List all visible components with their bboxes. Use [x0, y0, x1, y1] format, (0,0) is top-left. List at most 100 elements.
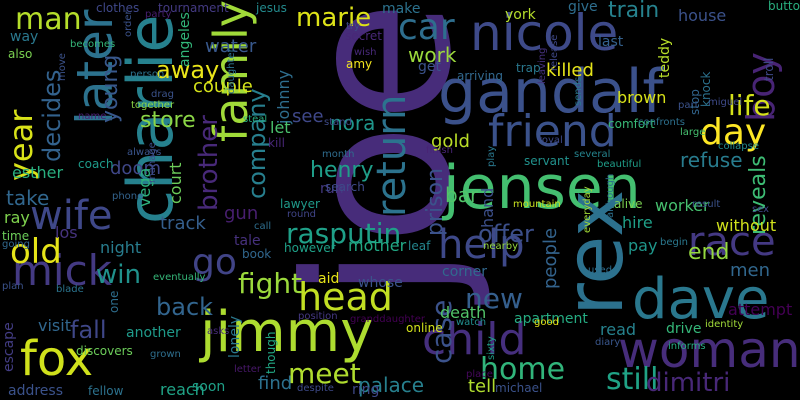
word-move: move: [57, 53, 68, 81]
word-teddy: teddy: [657, 37, 673, 78]
word-jensen: jensen: [443, 153, 641, 223]
word-brown: brown: [617, 88, 667, 107]
word-stand: stand: [324, 117, 352, 128]
word-hire: hire: [622, 213, 653, 232]
word-car: car: [398, 7, 455, 48]
word-knock: knock: [699, 71, 713, 107]
word-large: large: [680, 127, 706, 138]
word-decides: decides: [38, 69, 66, 162]
word-informs: informs: [668, 341, 706, 352]
word-good: good: [534, 317, 559, 328]
word-find: find: [258, 373, 293, 394]
word-back: back: [156, 293, 214, 321]
word-miguel: miguel: [708, 97, 743, 108]
word-finish: finish: [426, 145, 453, 156]
word-nicole: nicole: [470, 4, 619, 62]
word-palace: palace: [358, 373, 425, 397]
word-fellow: fellow: [88, 384, 124, 398]
word-tale: tale: [234, 233, 261, 249]
word-another: another: [126, 325, 181, 341]
word-mick: mick: [12, 246, 112, 295]
word-attempt: attempt: [728, 300, 793, 319]
word-men: men: [730, 260, 771, 281]
word-gandalf: gandalf: [438, 57, 664, 127]
word-coach: coach: [78, 157, 114, 171]
word-trap: trap: [516, 61, 541, 75]
word-despite: despite: [297, 383, 334, 394]
word-los: los: [55, 223, 78, 242]
word-aid: aid: [318, 271, 340, 287]
word-search: search: [325, 180, 365, 194]
word-track: track: [160, 213, 206, 234]
word-worker: worker: [655, 196, 710, 215]
word-going: going: [2, 239, 30, 250]
word-one: one: [107, 290, 121, 313]
word-time: time: [2, 229, 30, 243]
word-watch: watch: [456, 317, 487, 328]
word-sixty: sixty: [486, 336, 497, 360]
word-becomes: becomes: [70, 39, 116, 50]
word-plan: plan: [2, 281, 24, 292]
word-mountain: mountain: [513, 199, 561, 210]
word-though: though: [264, 331, 278, 374]
word-drive: drive: [666, 321, 702, 337]
word-although: although: [605, 173, 616, 218]
word-tell: tell: [468, 376, 497, 397]
word-run: run: [320, 181, 344, 197]
word-jesus: jesus: [256, 1, 287, 15]
word-person: person: [130, 69, 165, 80]
word-asks: asks: [207, 326, 230, 337]
word-wish: wish: [354, 47, 377, 58]
word-amy: amy: [346, 57, 373, 71]
word-doom: doom: [110, 158, 161, 179]
word-reach: reach: [160, 380, 205, 399]
word-secret: secret: [345, 29, 382, 43]
word-however: however: [284, 241, 336, 255]
word-johnny: johnny: [274, 69, 293, 124]
word-life: life: [728, 89, 771, 122]
word-jimmy: jimmy: [200, 300, 374, 365]
word-eventually: eventually: [153, 272, 206, 283]
word-way: way: [10, 29, 39, 45]
word-angeles: angeles: [177, 12, 193, 67]
word-go: go: [192, 242, 237, 283]
word-blade: blade: [56, 284, 84, 295]
word-take: take: [6, 186, 50, 210]
word-night: night: [100, 238, 142, 257]
word-york: york: [505, 7, 536, 23]
word-apartment: apartment: [514, 311, 588, 327]
word-result: result: [692, 199, 721, 210]
word-house: house: [678, 6, 727, 25]
word-servant: servant: [524, 154, 570, 168]
word-woman: woman: [618, 321, 800, 379]
word-read: read: [600, 320, 637, 339]
word-button: button: [768, 0, 800, 13]
word-name: name: [78, 111, 107, 122]
word-man: man: [15, 2, 82, 37]
word-meet: meet: [288, 357, 361, 390]
word-phone: phone: [112, 191, 144, 202]
word-month: month: [322, 149, 355, 160]
word-train: train: [608, 0, 660, 23]
word-granddaughter: granddaughter: [350, 314, 425, 325]
word-identity: identity: [705, 319, 744, 330]
word-lawyer: lawyer: [280, 197, 320, 211]
word-killed: killed: [546, 60, 594, 81]
word-hand: hand: [478, 187, 497, 228]
word-grown: grown: [150, 349, 181, 360]
word-rasputin: rasputin: [286, 217, 402, 250]
word-begin: begin: [660, 237, 688, 248]
word-work: work: [408, 43, 457, 67]
word-address: address: [8, 383, 64, 399]
word-make: make: [382, 1, 421, 17]
word-get: get: [418, 59, 441, 75]
word-prison: prison: [423, 168, 448, 236]
word-court: court: [166, 162, 185, 204]
word-leaf: leaf: [408, 239, 431, 253]
word-new: new: [465, 282, 523, 315]
word-clothes: clothes: [96, 1, 140, 15]
word-call: call: [254, 221, 272, 232]
word-release: release: [549, 34, 560, 71]
word-still: still: [606, 362, 659, 397]
word-marie: marie: [296, 3, 372, 33]
